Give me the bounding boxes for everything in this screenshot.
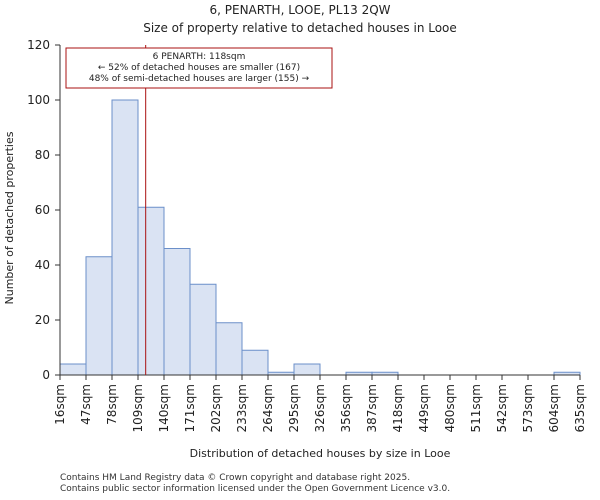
x-axis-label: Distribution of detached houses by size … (190, 447, 451, 460)
bar-47sqm (85, 256, 113, 376)
bar-78sqm (111, 99, 139, 376)
annotation-box: 6 PENARTH: 118sqm ← 52% of detached hous… (65, 47, 333, 89)
y-tick-label-0: 0 (42, 368, 50, 382)
x-tick-label-356sqm: 356sqm (339, 384, 353, 432)
x-tick-label-109sqm: 109sqm (131, 384, 145, 432)
y-axis: 0 20 40 60 80 100 120 (27, 38, 61, 382)
chart-subtitle: Size of property relative to detached ho… (143, 21, 457, 35)
x-tick-label-233sqm: 233sqm (235, 384, 249, 432)
footer-attribution-2: Contains public sector information licen… (60, 484, 451, 494)
x-tick-label-418sqm: 418sqm (391, 384, 405, 432)
x-tick-label-449sqm: 449sqm (417, 384, 431, 432)
x-tick-label-295sqm: 295sqm (287, 384, 301, 432)
x-tick-label-47sqm: 47sqm (79, 384, 93, 425)
x-axis: 16sqm 47sqm 78sqm 109sqm 140sqm 171sqm 202sqm 2… (53, 374, 587, 432)
x-tick-label-78sqm: 78sqm (105, 384, 119, 425)
x-tick-label-140sqm: 140sqm (157, 384, 171, 432)
bars-group (59, 99, 581, 376)
annotation-frame (65, 47, 333, 89)
bar-109sqm (137, 206, 165, 376)
annotation-line-3: 48% of semi-detached houses are larger (… (89, 74, 310, 84)
x-tick-label-511sqm: 511sqm (469, 384, 483, 432)
x-tick-label-635sqm: 635sqm (573, 384, 587, 432)
y-tick-label-20: 20 (35, 313, 50, 327)
y-tick-label-60: 60 (35, 203, 50, 217)
annotation-line-2: ← 52% of detached houses are smaller (16… (98, 63, 300, 73)
x-tick-label-480sqm: 480sqm (443, 384, 457, 432)
y-tick-label-120: 120 (27, 38, 50, 52)
bar-202sqm (215, 322, 243, 376)
x-tick-label-542sqm: 542sqm (495, 384, 509, 432)
x-tick-label-16sqm: 16sqm (53, 384, 67, 425)
y-axis-label: Number of detached properties (3, 131, 16, 304)
chart-title: 6, PENARTH, LOOE, PL13 2QW (209, 3, 390, 17)
y-tick-label-80: 80 (35, 148, 50, 162)
y-tick-label-40: 40 (35, 258, 50, 272)
x-tick-label-387sqm: 387sqm (365, 384, 379, 432)
x-tick-label-326sqm: 326sqm (313, 384, 327, 432)
bar-295sqm (293, 363, 321, 376)
annotation-line-1: 6 PENARTH: 118sqm (153, 52, 246, 62)
x-tick-label-202sqm: 202sqm (209, 384, 223, 432)
x-tick-label-264sqm: 264sqm (261, 384, 275, 432)
x-tick-label-604sqm: 604sqm (547, 384, 561, 432)
bar-140sqm (163, 248, 191, 376)
x-tick-label-171sqm: 171sqm (183, 384, 197, 432)
bar-16sqm (59, 363, 87, 376)
bar-171sqm (189, 283, 217, 376)
footer-attribution-1: Contains HM Land Registry data © Crown c… (60, 473, 411, 483)
y-tick-label-100: 100 (27, 93, 50, 107)
x-tick-label-573sqm: 573sqm (521, 384, 535, 432)
bar-233sqm (241, 349, 269, 376)
